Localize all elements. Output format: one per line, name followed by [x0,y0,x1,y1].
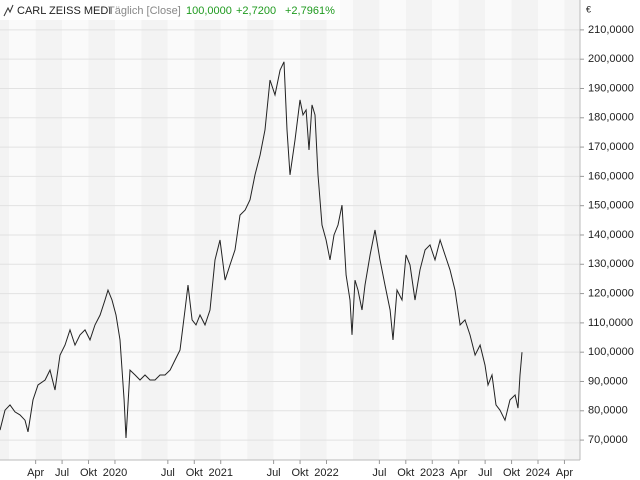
y-tick-label: 140,0000 [588,229,634,241]
y-tick-label: 190,0000 [588,82,634,94]
x-tick-label: 2020 [103,467,127,479]
y-tick-label: 130,0000 [588,258,634,270]
band [458,0,486,460]
x-tick-label: 2023 [420,467,444,479]
band [432,0,459,460]
band [62,0,89,460]
y-tick-label: 80,0000 [588,405,628,417]
band [326,0,353,460]
last-price: 100,0000 [186,5,232,17]
band [511,0,539,460]
chart-icon [3,4,14,17]
band [9,0,36,460]
x-tick-label: 2024 [526,467,550,479]
band [300,0,327,460]
x-tick-label: Okt [80,467,97,479]
currency: € [586,4,591,14]
x-tick-label: Apr [556,467,573,479]
x-tick-label: 2022 [314,467,338,479]
change-percent: +2,7961% [285,5,335,17]
band [220,0,248,460]
chart-title: CARL ZEISS MEDI [17,5,111,17]
band [247,0,274,460]
band [114,0,142,460]
x-tick-label: Jul [55,467,69,479]
band [485,0,512,460]
x-tick-label: Okt [186,467,203,479]
band [273,0,301,460]
x-tick-label: Okt [503,467,520,479]
band [35,0,63,460]
x-tick-label: Apr [450,467,467,479]
x-tick-label: Jul [372,467,386,479]
y-tick-label: 110,0000 [588,317,633,329]
x-tick-label: Jul [478,467,492,479]
band [194,0,221,460]
y-tick-label: 160,0000 [588,170,634,182]
grid [0,29,580,441]
y-tick-label: 70,0000 [588,434,628,446]
y-tick-label: 150,0000 [588,200,634,212]
x-tick-label: Jul [267,467,281,479]
x-tick-label: 2021 [208,467,232,479]
background-bands [0,0,580,460]
y-tick-label: 200,0000 [588,53,634,65]
change: +2,7200 [236,5,276,17]
band [141,0,168,460]
y-tick-label: 90,0000 [588,375,628,387]
y-tick-label: 170,0000 [588,141,634,153]
band [167,0,195,460]
header-bg [0,0,340,20]
band [405,0,433,460]
chart-subtitle: Täglich [Close] [108,5,181,17]
x-tick-label: Okt [291,467,308,479]
plot [0,61,523,439]
x-tick-label: Okt [397,467,414,479]
x-tick-label: Jul [161,467,175,479]
y-tick-label: 210,0000 [588,24,634,36]
band [564,0,580,460]
band [379,0,406,460]
price-line [0,61,523,439]
y-tick-label: 100,0000 [588,346,634,358]
band [0,0,10,460]
band [538,0,565,460]
y-tick-label: 180,0000 [588,112,634,124]
band [88,0,115,460]
x-tick-label: Apr [27,467,44,479]
y-tick-label: 120,0000 [588,287,634,299]
